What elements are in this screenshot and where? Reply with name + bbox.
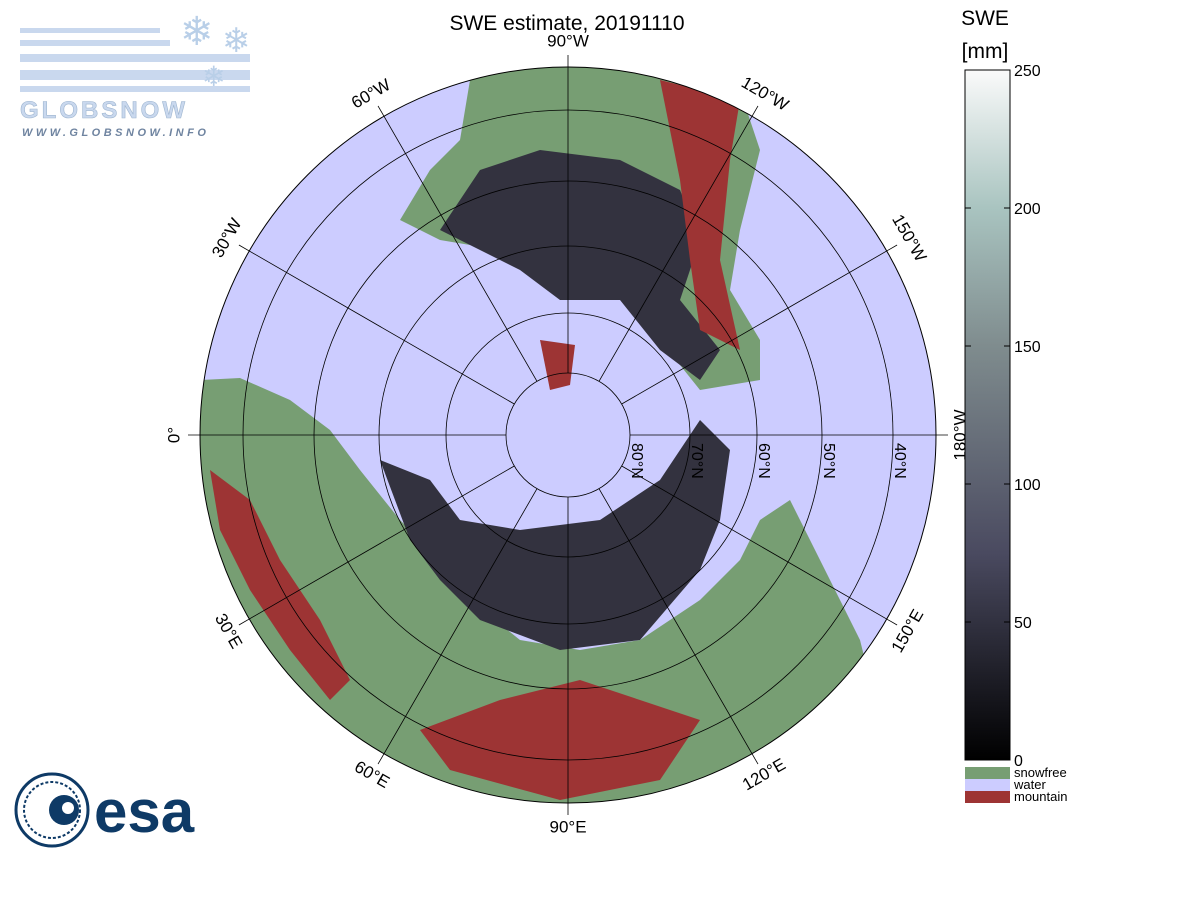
colorbar-tick-label: 50 xyxy=(1014,615,1032,632)
longitude-label: 90°E xyxy=(549,817,586,836)
legend-swatch xyxy=(965,779,1010,791)
meridian xyxy=(238,465,515,626)
meridian xyxy=(621,465,898,626)
colorbar-title: SWE xyxy=(961,7,1009,30)
svg-text:❄: ❄ xyxy=(202,61,225,92)
map-title: SWE estimate, 20191110 xyxy=(449,12,684,35)
longitude-label: 120°W xyxy=(738,73,792,115)
longitude-label: 150°W xyxy=(888,211,930,265)
latitude-label: 80°N xyxy=(628,443,645,479)
longitude-label: 150°E xyxy=(888,606,928,656)
meridian xyxy=(598,105,759,382)
longitude-label: 60°W xyxy=(348,75,394,112)
legend-label: mountain xyxy=(1014,789,1067,804)
svg-text:❄: ❄ xyxy=(180,10,214,54)
colorbar-tick-label: 0 xyxy=(1014,753,1023,770)
graticule: 80°N 70°N 60°N 50°N 40°N xyxy=(188,55,948,815)
legend-swatch xyxy=(965,791,1010,803)
longitude-label: 30°E xyxy=(211,610,246,652)
colorbar-tick-label: 250 xyxy=(1014,63,1041,80)
meridian xyxy=(621,244,898,405)
land-eurasia xyxy=(200,378,880,803)
longitude-label: 30°W xyxy=(208,215,245,261)
svg-text:❄: ❄ xyxy=(222,22,251,60)
colorbar xyxy=(964,69,1011,761)
latitude-label: 40°N xyxy=(891,443,908,479)
legend-label: snowfree xyxy=(1014,765,1067,780)
colorbar-unit: [mm] xyxy=(962,40,1009,63)
mountain-island xyxy=(540,340,575,390)
globsnow-logo: ❄ ❄ ❄ GLOBSNOW WWW.GLOBSNOW.INFO xyxy=(20,10,251,139)
colorbar-tick-label: 100 xyxy=(1014,477,1041,494)
longitude-label: 90°W xyxy=(547,31,589,50)
meridian xyxy=(598,488,759,765)
legend-swatch xyxy=(965,767,1010,779)
longitude-label: 0° xyxy=(164,427,183,443)
legend-label: water xyxy=(1013,777,1046,792)
latitude-label: 70°N xyxy=(688,443,705,479)
meridian xyxy=(377,488,538,765)
latitude-label: 60°N xyxy=(755,443,772,479)
mountain-asia xyxy=(420,680,700,800)
longitude-label: 180°W xyxy=(950,409,969,460)
colorbar-tick-label: 150 xyxy=(1014,339,1041,356)
globsnow-url: WWW.GLOBSNOW.INFO xyxy=(22,127,209,139)
longitude-label: 60°E xyxy=(351,757,393,792)
esa-logo: esa xyxy=(14,772,195,848)
snow-america xyxy=(440,150,720,380)
meridian xyxy=(377,105,538,382)
colorbar-tick-label: 200 xyxy=(1014,201,1041,218)
latitude-label: 50°N xyxy=(820,443,837,479)
meridian xyxy=(238,244,515,405)
esa-name: esa xyxy=(94,778,195,845)
snow-eurasia xyxy=(380,420,730,650)
globsnow-name: GLOBSNOW xyxy=(20,97,188,124)
longitude-label: 120°E xyxy=(739,755,789,795)
